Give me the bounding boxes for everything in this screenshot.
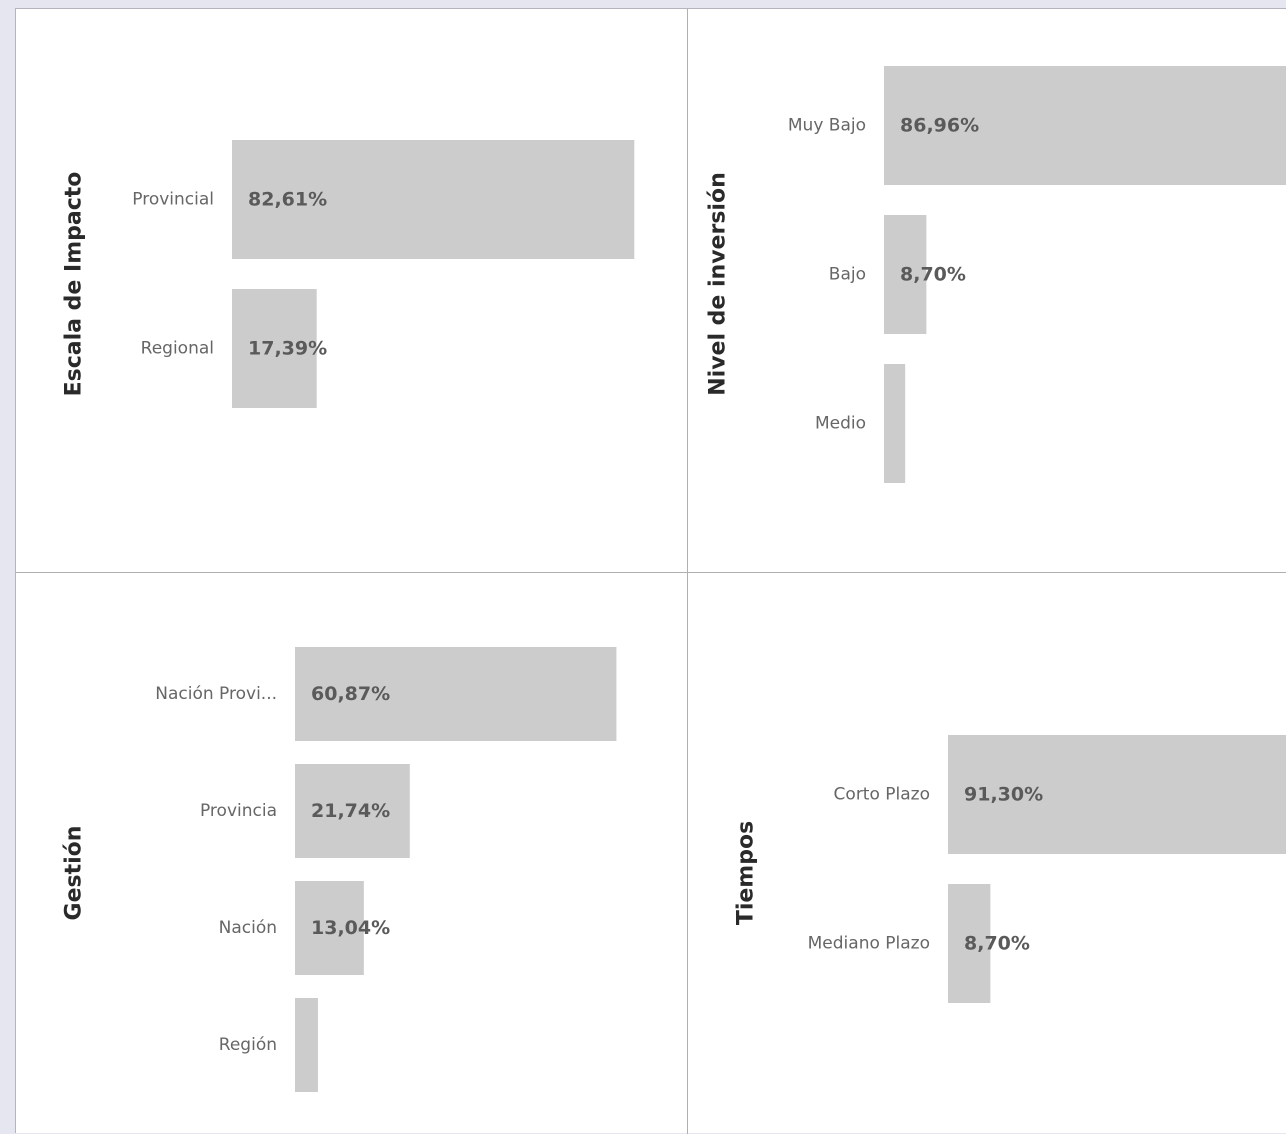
bar-3[interactable] [884,364,906,483]
data-label: 86,96% [900,115,979,137]
bar-chart-svg: Nivel de inversión Muy Bajo 86,96% Bajo 8,70… [706,66,1286,483]
bar-2[interactable] [295,764,410,858]
bar-chart-svg: Escala de Impacto Provincial 82,61% Regiona… [62,140,635,408]
chart-escala-de-impacto[interactable]: Escala de Impacto Provincial 82,61% Regiona… [16,9,687,572]
bar-chart-svg: Tiempos Corto Plazo 91,30% Mediano Plazo 8,7… [734,735,1286,1003]
bar-1[interactable] [295,647,617,741]
bar-2[interactable] [232,289,317,408]
bar-chart-svg: Gestión Nación Provi... 60,87% Provincia 21,… [62,647,617,1092]
data-label: 91,30% [964,784,1043,806]
chart-tiempos[interactable]: Tiempos Corto Plazo 91,30% Mediano Plazo 8,7… [688,573,1286,1134]
vertical-divider [687,9,688,1134]
dashboard-canvas: Escala de Impacto Provincial 82,61% Regiona… [15,8,1286,1134]
bar-2[interactable] [884,215,927,334]
category-label: Bajo [829,265,866,285]
bar-4[interactable] [295,998,318,1092]
category-label: Nación [219,918,277,938]
bar-1[interactable] [948,735,1286,854]
bar-1[interactable] [232,140,635,259]
category-label: Región [219,1035,277,1055]
bar-2[interactable] [948,884,991,1003]
data-label: 17,39% [248,338,327,360]
bar-1[interactable] [884,66,1286,185]
axis-title: Nivel de inversión [706,172,731,395]
data-label: 8,70% [964,933,1030,955]
data-label: 13,04% [311,917,390,939]
axis-title: Tiempos [734,821,759,925]
category-label: Corto Plazo [834,785,930,805]
data-label: 60,87% [311,683,390,705]
data-label: 8,70% [900,264,966,286]
axis-title: Escala de Impacto [62,172,87,397]
category-label: Regional [141,339,214,359]
axis-title: Gestión [62,826,87,921]
bar-3[interactable] [295,881,364,975]
chart-gestion[interactable]: Gestión Nación Provi... 60,87% Provincia 21,… [16,573,687,1134]
category-label: Muy Bajo [788,116,866,136]
category-label: Mediano Plazo [808,934,930,954]
data-label: 21,74% [311,800,390,822]
category-label: Provincial [132,190,214,210]
data-label: 82,61% [248,189,327,211]
horizontal-divider [16,572,1286,573]
category-label: Nación Provi... [155,684,277,704]
category-label: Provincia [200,801,277,821]
category-label: Medio [815,414,866,434]
chart-nivel-de-inversion[interactable]: Nivel de inversión Muy Bajo 86,96% Bajo 8,70… [688,9,1286,572]
